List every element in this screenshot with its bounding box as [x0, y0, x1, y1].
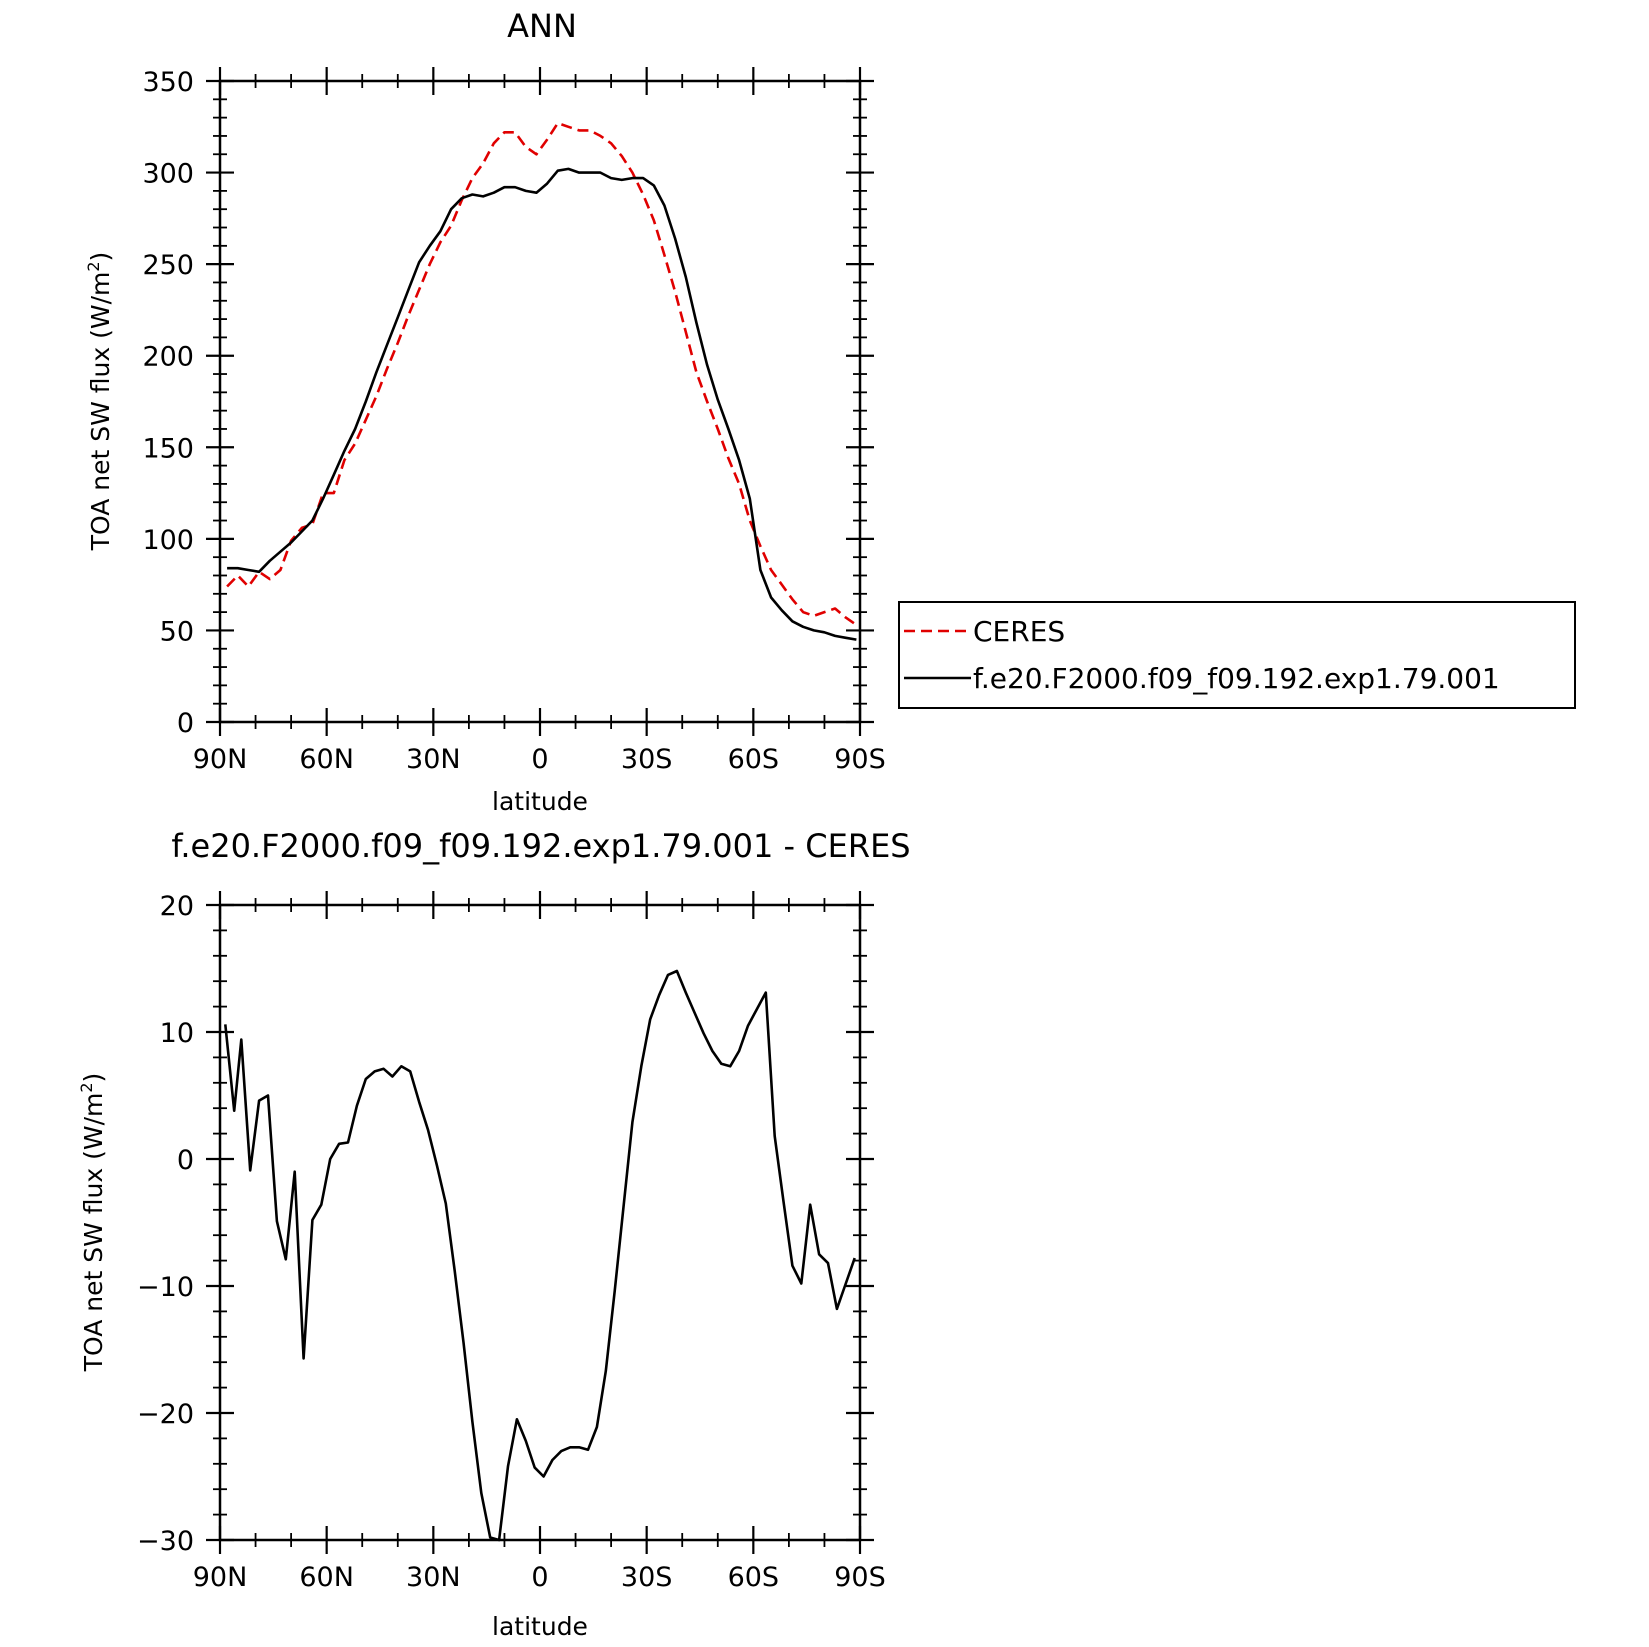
top-x-tick-label: 90S — [834, 744, 886, 775]
top-series-line-ceres — [226, 121, 858, 626]
bottom-x-tick-label: 30S — [621, 1562, 673, 1593]
bottom-x-axis: 90N 60N 30N 0 30S 60S 90S — [193, 891, 886, 1593]
bottom-y-tick-label: −20 — [137, 1399, 194, 1430]
top-x-tick-label: 60S — [728, 744, 780, 775]
top-y-tick-label: 150 — [142, 433, 194, 464]
legend-ceres-label: CERES — [973, 615, 1065, 648]
bottom-y-tick-label: −10 — [137, 1272, 194, 1303]
top-y-tick-label: 350 — [142, 67, 194, 98]
bottom-y-tick-label: 10 — [160, 1018, 194, 1049]
top-x-tick-label: 30S — [621, 744, 673, 775]
top-y-tick-label: 200 — [142, 342, 194, 373]
top-y-axis-title-superscript: 2 — [84, 261, 103, 271]
bottom-chart-panel: f.e20.F2000.f09_f09.192.exp1.79.001 - CE… — [77, 827, 911, 1641]
top-y-tick-label: 100 — [142, 525, 194, 556]
bottom-y-tick-label: 20 — [160, 891, 194, 922]
top-y-tick-label: 50 — [160, 616, 194, 647]
bottom-y-axis-title-main: TOA net SW flux (W/m — [79, 1093, 108, 1373]
top-legend: CERES f.e20.F2000.f09_f09.192.exp1.79.00… — [898, 601, 1576, 709]
top-x-tick-label: 30N — [406, 744, 461, 775]
bottom-x-tick-label: 60S — [728, 1562, 780, 1593]
top-x-axis: 90N 60N 30N 0 30S 60S 90S — [193, 67, 886, 775]
top-x-tick-label: 90N — [193, 744, 248, 775]
bottom-x-tick-label: 0 — [531, 1562, 548, 1593]
top-y-axis: 0 50 100 150 200 250 300 350 — [142, 67, 874, 739]
bottom-x-tick-label: 60N — [299, 1562, 354, 1593]
top-y-axis-title: TOA net SW flux (W/m2) — [84, 252, 115, 552]
bottom-x-tick-label: 30N — [406, 1562, 461, 1593]
top-y-tick-label: 250 — [142, 250, 194, 281]
top-y-axis-title-tail: ) — [86, 252, 115, 262]
bottom-x-tick-label: 90N — [193, 1562, 248, 1593]
top-y-tick-label: 0 — [177, 708, 194, 739]
bottom-y-axis-title-tail: ) — [79, 1073, 108, 1083]
legend-box — [898, 601, 1576, 709]
bottom-y-tick-label: 0 — [177, 1145, 194, 1176]
top-y-axis-title-main: TOA net SW flux (W/m — [86, 272, 115, 552]
bottom-series-line-0 — [224, 969, 856, 1542]
top-x-axis-title: latitude — [492, 787, 588, 816]
top-series-line-f-e20-f2000-f09-f09-192-exp1-79-001 — [227, 167, 857, 641]
top-x-tick-label: 60N — [299, 744, 354, 775]
top-plot-frame — [218, 79, 862, 724]
top-chart-title: ANN — [507, 7, 577, 45]
bottom-plot-frame — [218, 903, 862, 1542]
top-series-group — [226, 121, 858, 641]
bottom-y-axis: −30 −20 −10 0 10 20 — [137, 891, 874, 1557]
bottom-series-group — [224, 969, 856, 1542]
bottom-x-axis-title: latitude — [492, 1612, 588, 1641]
bottom-x-tick-label: 90S — [834, 1562, 886, 1593]
top-chart-panel: ANN 0 50 100 150 200 250 300 350 90N 60N 30N 0 30S 6… — [84, 7, 1576, 816]
top-x-tick-label: 0 — [531, 744, 548, 775]
bottom-y-axis-title: TOA net SW flux (W/m2) — [77, 1073, 108, 1373]
bottom-y-tick-label: −30 — [137, 1526, 194, 1557]
bottom-y-axis-title-superscript: 2 — [77, 1082, 96, 1092]
bottom-chart-title: f.e20.F2000.f09_f09.192.exp1.79.001 - CE… — [171, 827, 910, 865]
top-y-tick-label: 300 — [142, 159, 194, 190]
legend-model-label: f.e20.F2000.f09_f09.192.exp1.79.001 — [973, 662, 1500, 695]
